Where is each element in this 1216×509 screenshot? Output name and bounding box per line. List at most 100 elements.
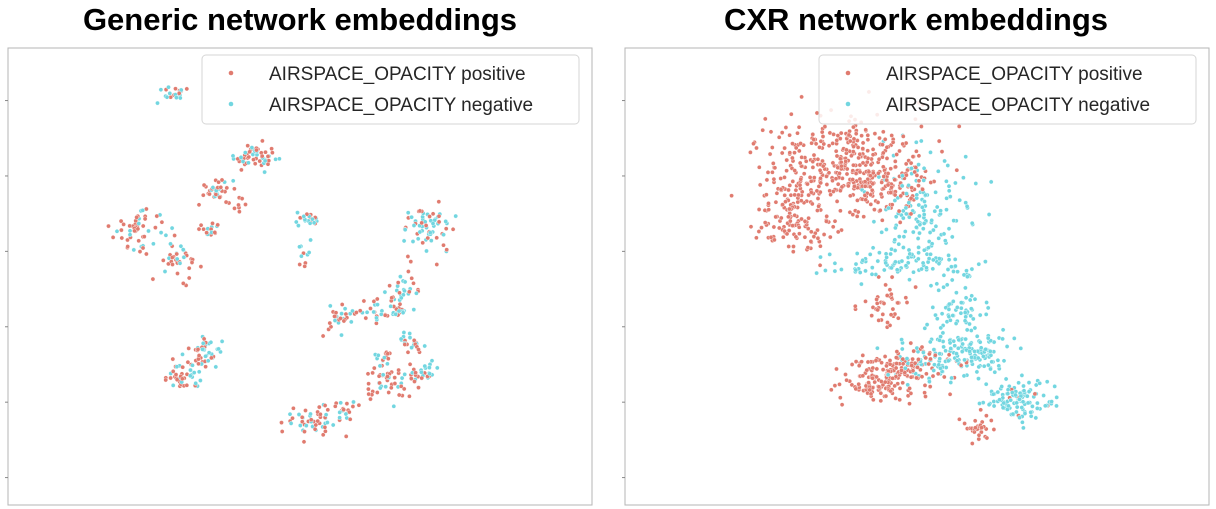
scatter-point [853, 261, 859, 267]
scatter-point [385, 351, 391, 357]
scatter-point [776, 225, 782, 231]
scatter-point [796, 124, 802, 130]
scatter-point [996, 363, 1002, 369]
scatter-point [924, 265, 929, 271]
scatter-point [905, 382, 911, 388]
scatter-point [190, 362, 195, 368]
scatter-point [1011, 336, 1017, 341]
scatter-point [839, 184, 845, 190]
scatter-point [877, 207, 883, 213]
scatter-point [270, 150, 275, 155]
legend-marker-positive [845, 70, 851, 76]
scatter-point [984, 413, 989, 419]
scatter-point [995, 357, 1001, 363]
scatter-point [224, 185, 230, 191]
scatter-point [759, 225, 764, 230]
scatter-point [408, 376, 414, 381]
scatter-point [770, 161, 776, 166]
scatter-point [909, 166, 914, 171]
scatter-point [900, 208, 906, 214]
scatter-point [864, 367, 870, 373]
scatter-point [180, 364, 185, 370]
scatter-point [974, 369, 980, 375]
scatter-point [866, 380, 871, 385]
scatter-point [895, 300, 901, 306]
scatter-point [958, 305, 964, 311]
scatter-point [203, 364, 208, 370]
scatter-point [796, 224, 802, 230]
scatter-point [342, 306, 348, 312]
scatter-point [920, 260, 926, 266]
scatter-point [287, 411, 293, 417]
scatter-point [811, 152, 817, 158]
scatter-point [916, 178, 922, 184]
scatter-point [410, 239, 416, 244]
scatter-point [824, 213, 829, 219]
scatter-point [814, 110, 820, 116]
scatter-point [888, 251, 893, 257]
scatter-point [869, 265, 875, 270]
scatter-point [877, 135, 882, 141]
scatter-point [894, 267, 900, 273]
scatter-point [893, 355, 899, 360]
legend: AIRSPACE_OPACITY positive AIRSPACE_OPACI… [201, 54, 580, 125]
scatter-point [838, 208, 843, 214]
scatter-point [962, 357, 967, 363]
scatter-point [243, 202, 248, 207]
scatter-point [837, 382, 842, 387]
scatter-point [771, 224, 777, 230]
scatter-point [389, 295, 395, 301]
scatter-point [119, 227, 124, 233]
scatter-point [946, 257, 952, 263]
scatter-point [941, 272, 947, 278]
scatter-point [890, 306, 896, 312]
scatter-point [412, 379, 417, 384]
scatter-point [106, 223, 111, 229]
scatter-point [936, 235, 942, 241]
scatter-point [946, 188, 952, 194]
scatter-point [196, 361, 201, 367]
scatter-point [769, 145, 775, 150]
scatter-point [127, 223, 132, 229]
scatter-point [173, 86, 178, 91]
scatter-point [837, 170, 842, 176]
scatter-point [904, 172, 909, 178]
scatter-point [366, 391, 372, 397]
scatter-point [908, 195, 914, 201]
scatter-point [140, 223, 146, 229]
scatter-point [901, 245, 906, 250]
scatter-point [885, 372, 891, 378]
scatter-point [766, 201, 771, 206]
scatter-point [820, 158, 825, 164]
scatter-point [413, 370, 418, 376]
legend-label-positive: AIRSPACE_OPACITY positive [886, 64, 1143, 85]
scatter-point [887, 287, 893, 293]
scatter-point [141, 234, 147, 239]
scatter-point [890, 375, 895, 381]
scatter-point [810, 159, 816, 164]
scatter-point [1020, 399, 1026, 405]
scatter-point [892, 311, 898, 317]
scatter-point [853, 267, 859, 273]
scatter-point [888, 312, 894, 318]
scatter-point [976, 432, 982, 438]
scatter-point [870, 245, 876, 251]
scatter-point [870, 397, 876, 403]
scatter-point [263, 149, 268, 155]
scatter-point [921, 350, 926, 355]
scatter-point [944, 178, 949, 184]
scatter-point [963, 154, 969, 159]
scatter-point [304, 211, 310, 217]
scatter-point [893, 214, 899, 219]
scatter-point [935, 371, 941, 377]
scatter-point [782, 145, 787, 151]
scatter-point [958, 310, 964, 316]
scatter-point [814, 270, 819, 276]
scatter-point [1044, 379, 1050, 385]
scatter-point [174, 256, 180, 262]
scatter-point [949, 277, 955, 283]
scatter-point [1014, 409, 1019, 415]
scatter-point [793, 187, 799, 193]
scatter-point [936, 138, 942, 144]
scatter-point [356, 402, 362, 408]
